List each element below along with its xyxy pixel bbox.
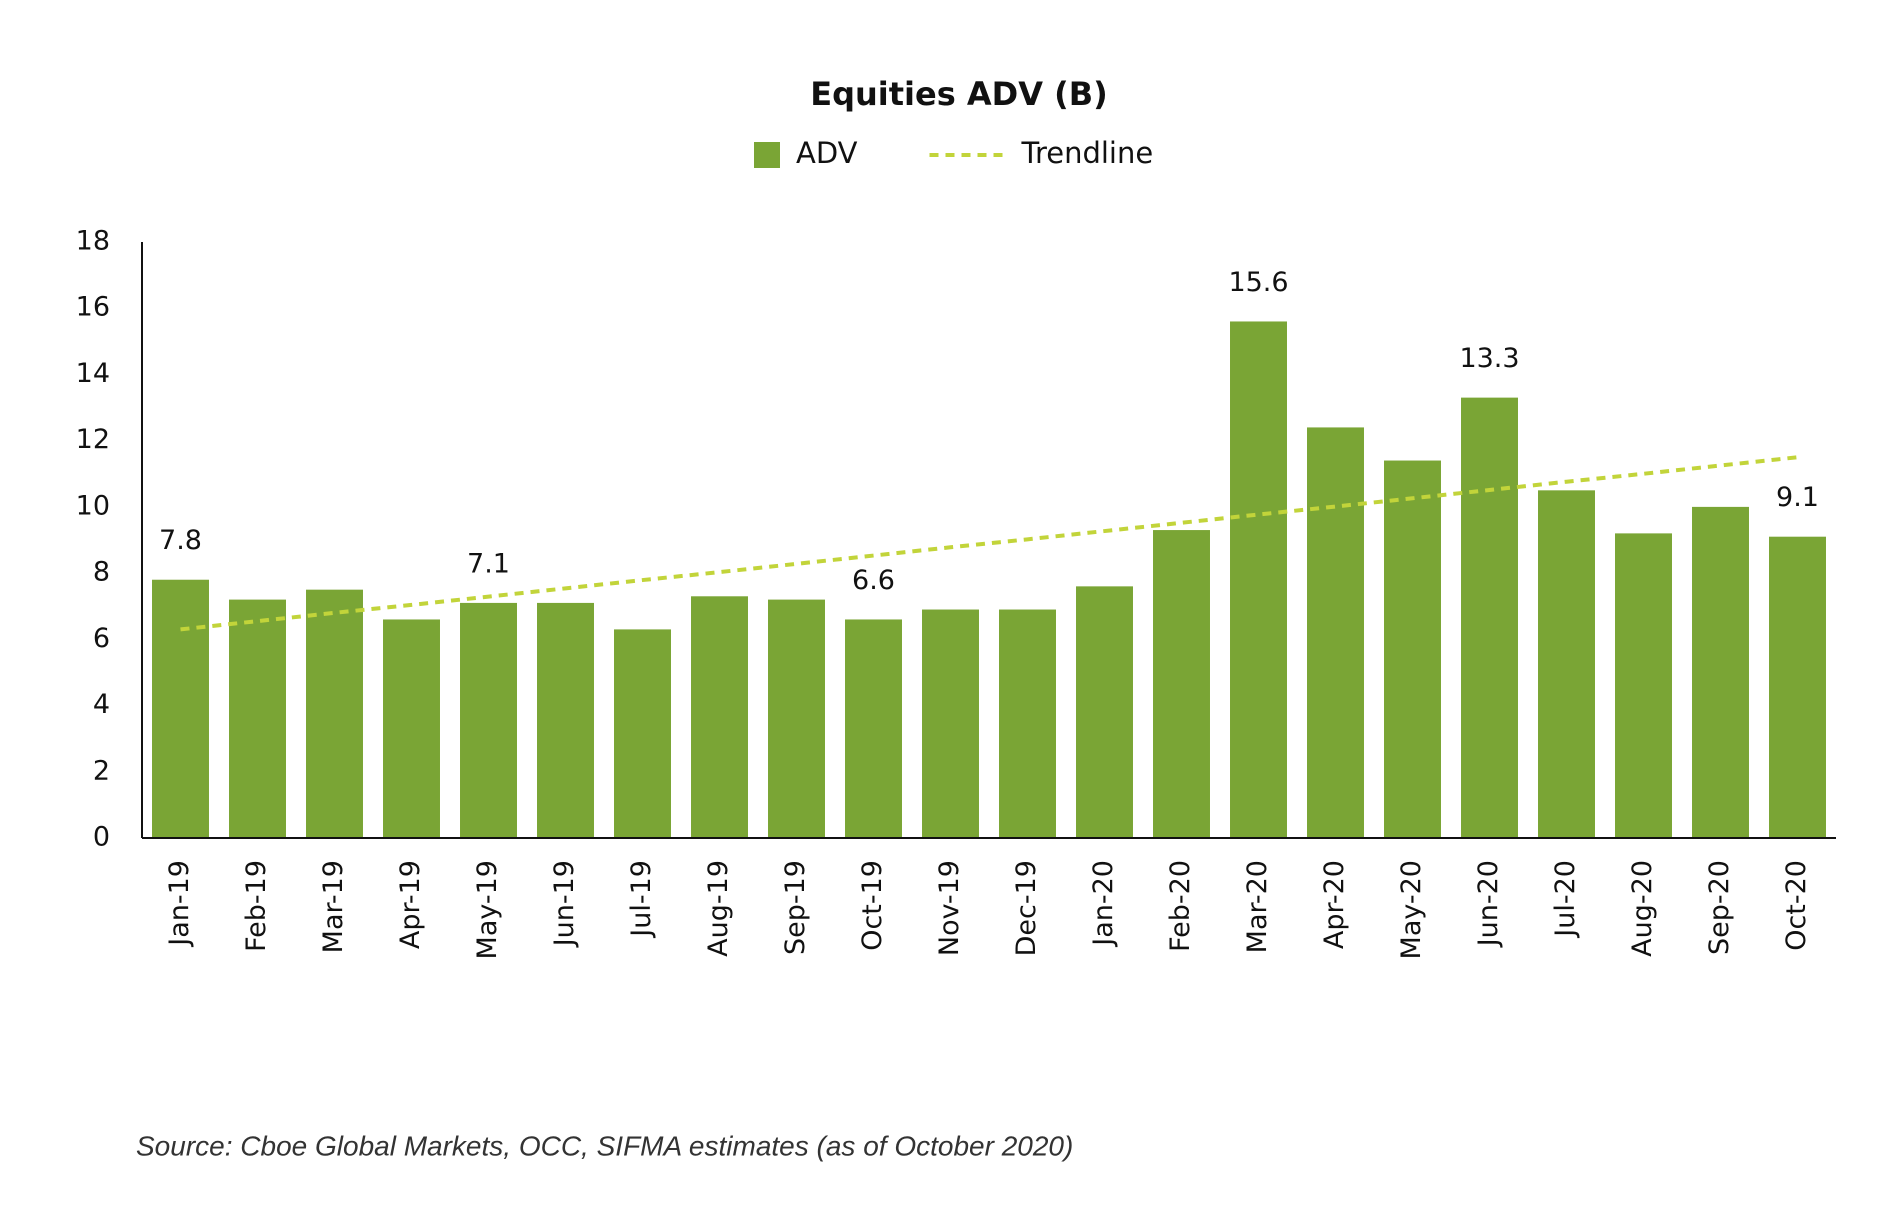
value-label: 15.6 (1228, 267, 1288, 298)
bar (1615, 533, 1672, 838)
x-tick-label: Aug-19 (703, 860, 734, 957)
x-tick-label: Sep-19 (780, 860, 811, 955)
x-tick-label: Feb-20 (1165, 860, 1196, 952)
y-tick-label: 18 (76, 226, 110, 257)
bar (229, 599, 286, 838)
bar (1538, 490, 1595, 838)
value-label: 7.1 (467, 548, 510, 579)
x-tick-label: Jun-20 (1473, 860, 1504, 948)
bar (1384, 460, 1441, 838)
x-tick-label: Apr-20 (1319, 860, 1350, 949)
y-tick-label: 0 (93, 822, 110, 853)
y-tick-label: 8 (93, 557, 110, 588)
x-tick-label: Oct-19 (857, 860, 888, 951)
x-tick-label: May-20 (1396, 860, 1427, 959)
x-tick-label: Mar-19 (318, 860, 349, 953)
bar (1230, 321, 1287, 838)
legend-label: Trendline (1021, 136, 1154, 170)
x-tick-label: Jul-19 (626, 860, 657, 939)
bar (1769, 536, 1826, 838)
legend-swatch (754, 142, 780, 168)
chart-title: Equities ADV (B) (810, 75, 1108, 113)
value-label: 13.3 (1459, 343, 1519, 374)
bar (691, 596, 748, 838)
x-tick-label: Nov-19 (934, 860, 965, 956)
x-tick-label: Sep-20 (1704, 860, 1735, 955)
x-tick-label: Oct-20 (1781, 860, 1812, 951)
x-tick-label: May-19 (472, 860, 503, 959)
source-note: Source: Cboe Global Markets, OCC, SIFMA … (136, 1130, 1073, 1161)
bar (306, 589, 363, 838)
value-label: 6.6 (852, 565, 895, 596)
x-tick-label: Dec-19 (1011, 860, 1042, 956)
value-label: 7.8 (159, 525, 202, 556)
legend-label: ADV (796, 136, 858, 170)
y-tick-label: 16 (76, 292, 110, 323)
y-tick-label: 6 (93, 623, 110, 654)
y-tick-label: 14 (76, 358, 110, 389)
x-tick-label: Mar-20 (1242, 860, 1273, 953)
value-label: 9.1 (1776, 482, 1819, 513)
bar (999, 609, 1056, 838)
x-tick-label: Jan-19 (164, 860, 195, 948)
bar (614, 629, 671, 838)
bar (1076, 586, 1133, 838)
x-tick-label: Feb-19 (241, 860, 272, 952)
bar (1153, 530, 1210, 838)
x-tick-label: Apr-19 (395, 860, 426, 949)
x-tick-label: Jun-19 (549, 860, 580, 948)
x-tick-label: Jan-20 (1088, 860, 1119, 948)
y-tick-label: 12 (76, 424, 110, 455)
bar (460, 602, 517, 838)
bar (845, 619, 902, 838)
bar (537, 602, 594, 838)
x-tick-label: Jul-20 (1550, 860, 1581, 939)
bar (152, 579, 209, 838)
y-tick-label: 10 (76, 490, 110, 521)
y-tick-label: 4 (93, 689, 110, 720)
bar (1692, 506, 1749, 838)
bar (1307, 427, 1364, 838)
bar (768, 599, 825, 838)
x-tick-label: Aug-20 (1627, 860, 1658, 957)
y-tick-label: 2 (93, 755, 110, 786)
bar (383, 619, 440, 838)
bar (1461, 397, 1518, 838)
bar (922, 609, 979, 838)
